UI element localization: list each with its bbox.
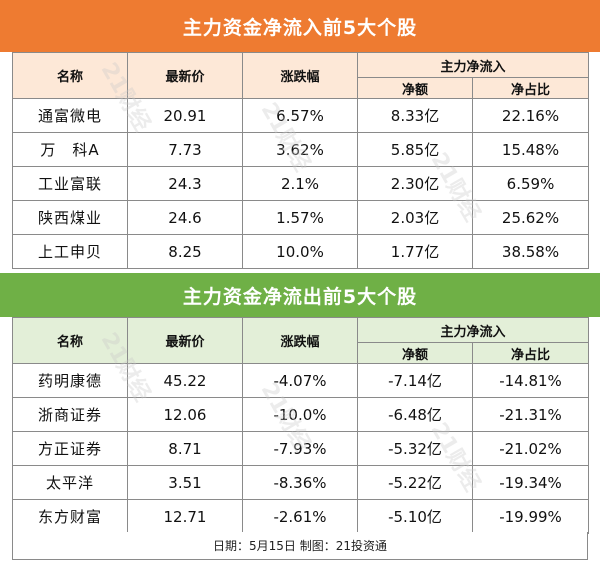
stock-net-amount: -5.32亿: [357, 431, 473, 466]
stock-change: -2.61%: [242, 499, 358, 534]
stock-net-ratio: -19.99%: [471, 499, 590, 534]
stock-net-ratio: -21.31%: [471, 397, 590, 432]
header-net-inflow-group: 主力净流入: [356, 52, 590, 78]
outflow-table: 名称 最新价 涨跌幅 主力净流入 净额 净占比 药明康德 45.22 -4.07…: [12, 317, 590, 534]
stock-price: 7.73: [127, 132, 243, 167]
stock-net-amount: -5.10亿: [357, 499, 473, 534]
header-net-ratio: 净占比: [471, 342, 590, 364]
stock-change: 6.57%: [242, 98, 358, 133]
stock-net-amount: -7.14亿: [357, 363, 473, 398]
header-name: 名称: [12, 52, 128, 99]
stock-change: -7.93%: [242, 431, 358, 466]
stock-net-ratio: -14.81%: [471, 363, 590, 398]
stock-name: 太平洋: [12, 465, 128, 500]
table-row: 浙商证券 12.06 -10.0% -6.48亿 -21.31%: [12, 397, 590, 432]
stock-net-amount: -6.48亿: [357, 397, 473, 432]
header-net-ratio: 净占比: [471, 77, 590, 99]
inflow-table: 名称 最新价 涨跌幅 主力净流入 净额 净占比 通富微电 20.91 6.57%…: [12, 52, 590, 269]
table-row: 工业富联 24.3 2.1% 2.30亿 6.59%: [12, 166, 590, 201]
table-row: 陕西煤业 24.6 1.57% 2.03亿 25.62%: [12, 200, 590, 235]
table-row: 太平洋 3.51 -8.36% -5.22亿 -19.34%: [12, 465, 590, 500]
stock-price: 3.51: [127, 465, 243, 500]
stock-price: 24.3: [127, 166, 243, 201]
stock-change: 10.0%: [242, 234, 358, 269]
stock-price: 8.25: [127, 234, 243, 269]
outflow-title: 主力资金净流出前5大个股: [0, 273, 600, 317]
stock-net-ratio: 38.58%: [471, 234, 590, 269]
stock-net-amount: 2.03亿: [357, 200, 473, 235]
header-price: 最新价: [127, 52, 243, 99]
header-net-amount: 净额: [357, 77, 473, 99]
header-name: 名称: [12, 317, 128, 364]
stock-price: 24.6: [127, 200, 243, 235]
stock-net-amount: 2.30亿: [357, 166, 473, 201]
header-change: 涨跌幅: [242, 52, 358, 99]
table-row: 万 科A 7.73 3.62% 5.85亿 15.48%: [12, 132, 590, 167]
stock-name: 陕西煤业: [12, 200, 128, 235]
stock-price: 12.06: [127, 397, 243, 432]
stock-net-ratio: 15.48%: [471, 132, 590, 167]
stock-change: 2.1%: [242, 166, 358, 201]
table-row: 通富微电 20.91 6.57% 8.33亿 22.16%: [12, 98, 590, 133]
table-row: 上工申贝 8.25 10.0% 1.77亿 38.58%: [12, 234, 590, 269]
stock-net-amount: 1.77亿: [357, 234, 473, 269]
stock-net-amount: 5.85亿: [357, 132, 473, 167]
stock-change: 1.57%: [242, 200, 358, 235]
table-row: 方正证券 8.71 -7.93% -5.32亿 -21.02%: [12, 431, 590, 466]
stock-net-ratio: 6.59%: [471, 166, 590, 201]
inflow-title: 主力资金净流入前5大个股: [0, 0, 600, 52]
stock-price: 45.22: [127, 363, 243, 398]
stock-name: 工业富联: [12, 166, 128, 201]
table-row: 东方财富 12.71 -2.61% -5.10亿 -19.99%: [12, 499, 590, 534]
stock-net-ratio: 25.62%: [471, 200, 590, 235]
stock-change: -4.07%: [242, 363, 358, 398]
stock-name: 浙商证券: [12, 397, 128, 432]
stock-net-amount: 8.33亿: [357, 98, 473, 133]
header-net-amount: 净额: [357, 342, 473, 364]
stock-change: -8.36%: [242, 465, 358, 500]
stock-name: 上工申贝: [12, 234, 128, 269]
footer-credit: 日期：5月15日 制图：21投资通: [12, 532, 588, 560]
stock-name: 万 科A: [12, 132, 128, 167]
header-net-inflow-group: 主力净流入: [356, 317, 590, 343]
stock-price: 20.91: [127, 98, 243, 133]
stock-price: 8.71: [127, 431, 243, 466]
header-price: 最新价: [127, 317, 243, 364]
stock-price: 12.71: [127, 499, 243, 534]
stock-name: 通富微电: [12, 98, 128, 133]
stock-net-amount: -5.22亿: [357, 465, 473, 500]
stock-net-ratio: -21.02%: [471, 431, 590, 466]
stock-net-ratio: 22.16%: [471, 98, 590, 133]
stock-name: 方正证券: [12, 431, 128, 466]
stock-name: 东方财富: [12, 499, 128, 534]
stock-change: -10.0%: [242, 397, 358, 432]
stock-name: 药明康德: [12, 363, 128, 398]
stock-change: 3.62%: [242, 132, 358, 167]
header-change: 涨跌幅: [242, 317, 358, 364]
table-row: 药明康德 45.22 -4.07% -7.14亿 -14.81%: [12, 363, 590, 398]
stock-net-ratio: -19.34%: [471, 465, 590, 500]
